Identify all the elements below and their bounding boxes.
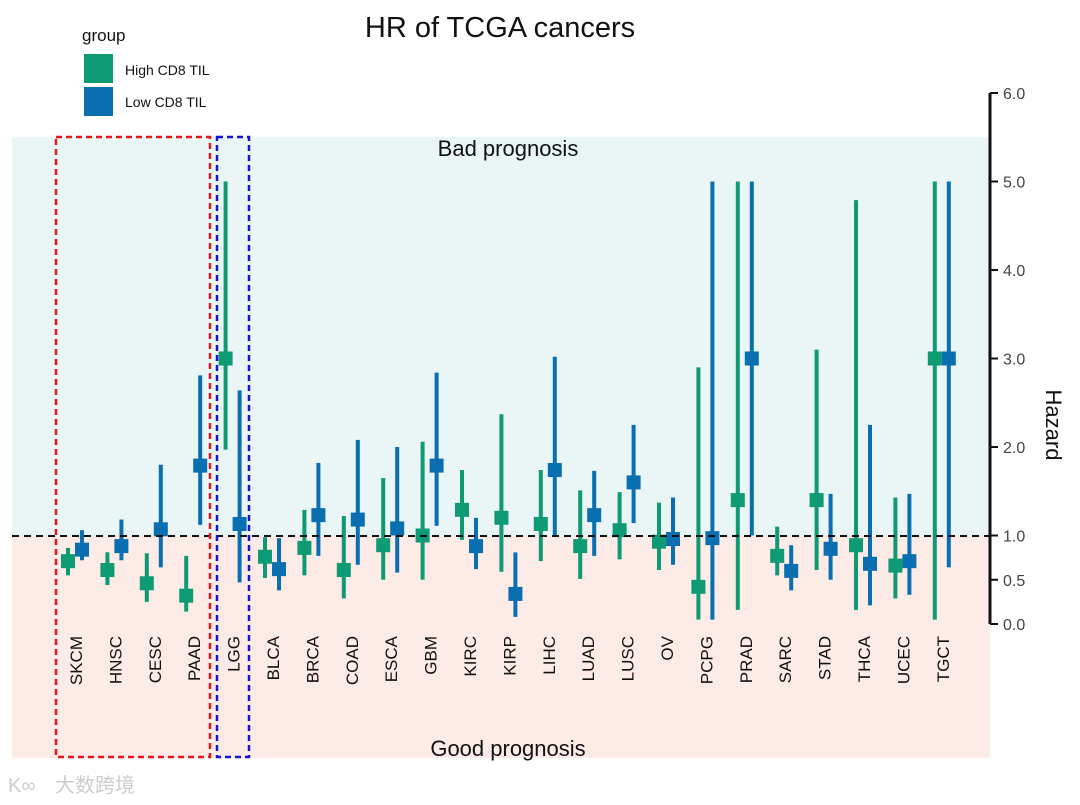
x-tick-label: UCEC	[894, 636, 913, 684]
hr-point	[350, 512, 365, 527]
hr-point	[744, 351, 759, 366]
hr-point	[258, 549, 272, 564]
hr-point	[730, 493, 745, 508]
legend-swatch-low	[84, 87, 113, 116]
y-tick-label: 6.0	[1003, 86, 1025, 103]
watermark: 大数跨境	[55, 774, 135, 797]
hr-point	[139, 576, 154, 591]
x-tick-label: PCPG	[697, 636, 716, 684]
y-tick-label: 5.0	[1003, 175, 1025, 192]
x-tick-label: STAD	[816, 636, 835, 680]
hr-point	[311, 508, 326, 523]
hr-point	[849, 538, 863, 553]
y-tick-label: 1.0	[1003, 529, 1025, 546]
hr-point	[494, 510, 509, 525]
x-tick-label: KIRP	[500, 636, 519, 676]
hr-point	[455, 502, 469, 517]
hr-point	[193, 458, 208, 473]
y-tick-label: 0.5	[1003, 573, 1025, 590]
hr-point	[153, 522, 168, 537]
good-prognosis-label: Good prognosis	[430, 736, 585, 761]
x-tick-label: PAAD	[185, 636, 204, 681]
y-tick-label: 3.0	[1003, 352, 1025, 369]
x-tick-label: TGCT	[934, 636, 953, 682]
hr-point	[612, 523, 627, 538]
legend-swatch-high	[84, 54, 113, 83]
x-tick-label: LIHC	[540, 636, 559, 675]
hr-point	[587, 508, 602, 523]
hr-point	[666, 532, 680, 547]
hr-point	[941, 351, 956, 366]
chart-title: HR of TCGA cancers	[365, 12, 635, 44]
x-tick-label: COAD	[343, 636, 362, 685]
hr-point	[272, 562, 286, 577]
x-tick-label: LGG	[225, 636, 244, 672]
watermark-logo-icon: K∞	[8, 775, 36, 797]
x-tick-label: SKCM	[67, 636, 86, 685]
hr-point	[390, 521, 405, 536]
hr-point	[61, 554, 75, 569]
legend-title: group	[82, 26, 125, 45]
hr-point	[705, 531, 720, 546]
hr-point	[336, 563, 351, 578]
hr-point	[863, 556, 877, 571]
x-tick-label: OV	[658, 635, 677, 660]
hr-point	[770, 548, 785, 563]
hr-point	[927, 351, 942, 366]
hr-point	[429, 458, 444, 473]
hr-point	[297, 540, 312, 555]
hr-point	[626, 475, 641, 490]
hr-point	[218, 351, 233, 366]
hr-point	[376, 538, 391, 553]
hr-point	[823, 541, 838, 556]
hr-point	[888, 558, 903, 573]
x-tick-label: ESCA	[382, 635, 401, 682]
hr-point	[547, 463, 562, 478]
hr-point	[533, 516, 548, 531]
hr-point	[784, 563, 799, 578]
hr-point	[114, 539, 129, 554]
hr-point	[469, 539, 483, 554]
y-axis-label: Hazard	[1041, 390, 1066, 461]
bad-prognosis-label: Bad prognosis	[438, 136, 579, 161]
hr-point	[100, 563, 115, 578]
hr-point	[508, 586, 523, 601]
legend-label-low: Low CD8 TIL	[125, 94, 207, 110]
y-tick-label: 0.0	[1003, 617, 1025, 634]
x-tick-label: HNSC	[106, 636, 125, 684]
x-tick-label: KIRC	[461, 636, 480, 677]
hr-point	[809, 493, 824, 508]
good-prognosis-region	[12, 536, 990, 758]
hr-point	[691, 579, 706, 594]
x-tick-label: LUAD	[579, 636, 598, 681]
hr-point	[573, 539, 588, 554]
x-tick-label: BLCA	[264, 635, 283, 680]
x-tick-label: CESC	[146, 636, 165, 683]
legend-label-high: High CD8 TIL	[125, 62, 210, 78]
hr-point	[75, 542, 89, 557]
hr-point	[179, 588, 194, 603]
x-tick-label: GBM	[422, 636, 441, 675]
hr-point	[232, 516, 247, 531]
x-tick-label: SARC	[776, 636, 795, 683]
hr-point	[902, 554, 917, 569]
y-tick-label: 2.0	[1003, 440, 1025, 457]
x-tick-label: PRAD	[737, 636, 756, 683]
highlight-box-red	[54, 135, 212, 759]
hr-point	[652, 534, 666, 549]
x-tick-label: THCA	[855, 635, 874, 682]
x-tick-label: BRCA	[303, 635, 322, 683]
y-tick-label: 4.0	[1003, 263, 1025, 280]
x-tick-label: LUSC	[619, 636, 638, 681]
highlight-box-blue	[215, 135, 251, 759]
